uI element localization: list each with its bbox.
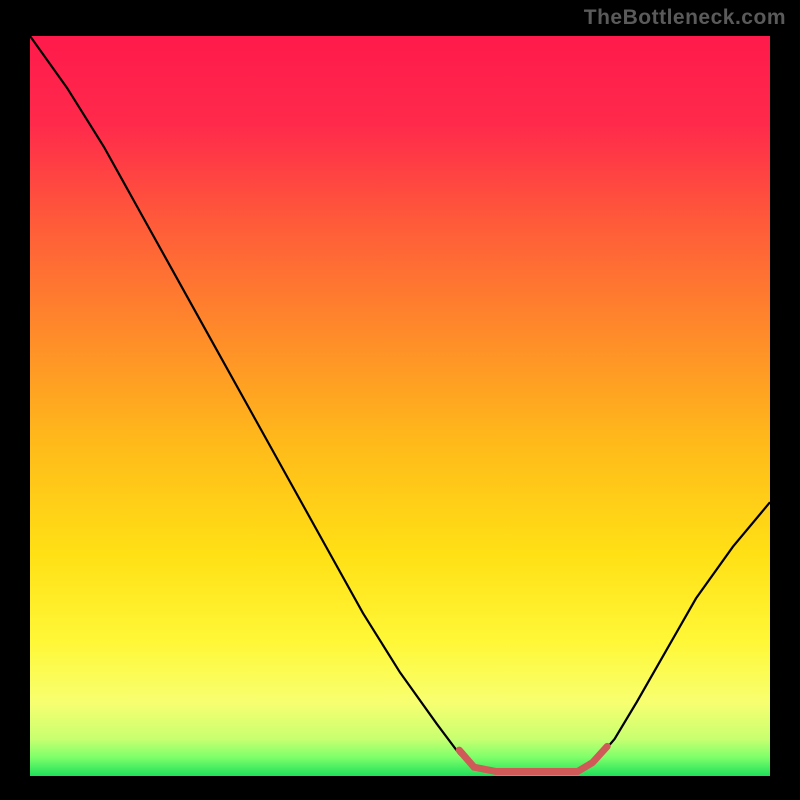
chart-svg — [30, 36, 770, 776]
plot-area — [30, 36, 770, 776]
watermark-text: TheBottleneck.com — [584, 6, 786, 30]
chart-frame: TheBottleneck.com — [0, 0, 800, 800]
